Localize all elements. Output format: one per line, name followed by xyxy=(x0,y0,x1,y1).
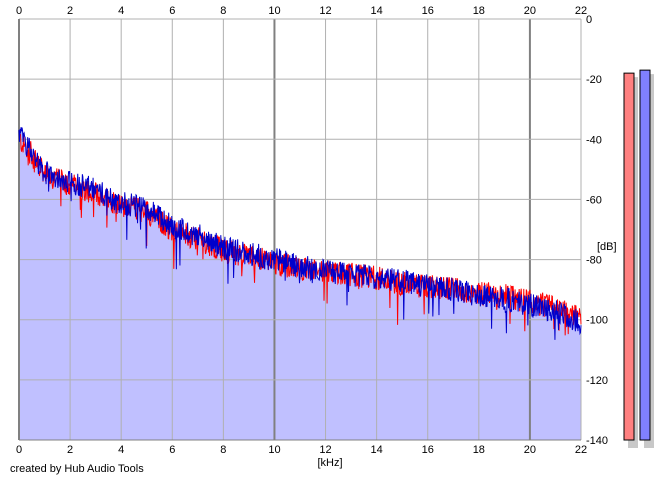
x-tick-top-label: 12 xyxy=(319,5,331,17)
x-tick-bottom-label: 18 xyxy=(473,444,485,456)
x-tick-bottom-label: 10 xyxy=(268,444,280,456)
credit-text: created by Hub Audio Tools xyxy=(10,463,144,475)
x-tick-top-label: 0 xyxy=(16,5,22,17)
x-tick-bottom-label: 12 xyxy=(319,444,331,456)
level-meter-right xyxy=(639,69,651,441)
x-tick-bottom-label: 22 xyxy=(575,444,587,456)
series-line-right xyxy=(18,127,582,340)
x-tick-bottom-label: 8 xyxy=(220,444,226,456)
x-tick-bottom-label: 20 xyxy=(524,444,536,456)
x-tick-bottom-label: 4 xyxy=(118,444,124,456)
x-tick-top-label: 18 xyxy=(473,5,485,17)
x-tick-top-label: 2 xyxy=(67,5,73,17)
y-tick-label: -140 xyxy=(586,435,608,447)
spectrum-fill xyxy=(19,127,581,441)
x-tick-top-label: 4 xyxy=(118,5,124,17)
y-tick-label: -120 xyxy=(586,375,608,387)
x-tick-bottom-label: 16 xyxy=(422,444,434,456)
x-tick-top-label: 14 xyxy=(371,5,383,17)
y-tick-label: -20 xyxy=(586,74,602,86)
y-tick-label: -60 xyxy=(586,194,602,206)
x-tick-top-label: 6 xyxy=(169,5,175,17)
y-tick-label: -40 xyxy=(586,134,602,146)
y-tick-label: -80 xyxy=(586,255,602,267)
x-tick-bottom-label: 14 xyxy=(371,444,383,456)
y-tick-label: 0 xyxy=(586,14,592,26)
y-axis-label: [dB] xyxy=(597,241,617,253)
y-tick-label: -100 xyxy=(586,315,608,327)
x-tick-bottom-label: 0 xyxy=(16,444,22,456)
x-axis-label: [kHz] xyxy=(317,457,342,469)
x-tick-top-label: 20 xyxy=(524,5,536,17)
x-tick-top-label: 8 xyxy=(220,5,226,17)
level-meter-left xyxy=(623,72,635,441)
x-tick-bottom-label: 6 xyxy=(169,444,175,456)
x-tick-top-label: 10 xyxy=(268,5,280,17)
x-tick-top-label: 22 xyxy=(575,5,587,17)
x-tick-top-label: 16 xyxy=(422,5,434,17)
x-tick-bottom-label: 2 xyxy=(67,444,73,456)
